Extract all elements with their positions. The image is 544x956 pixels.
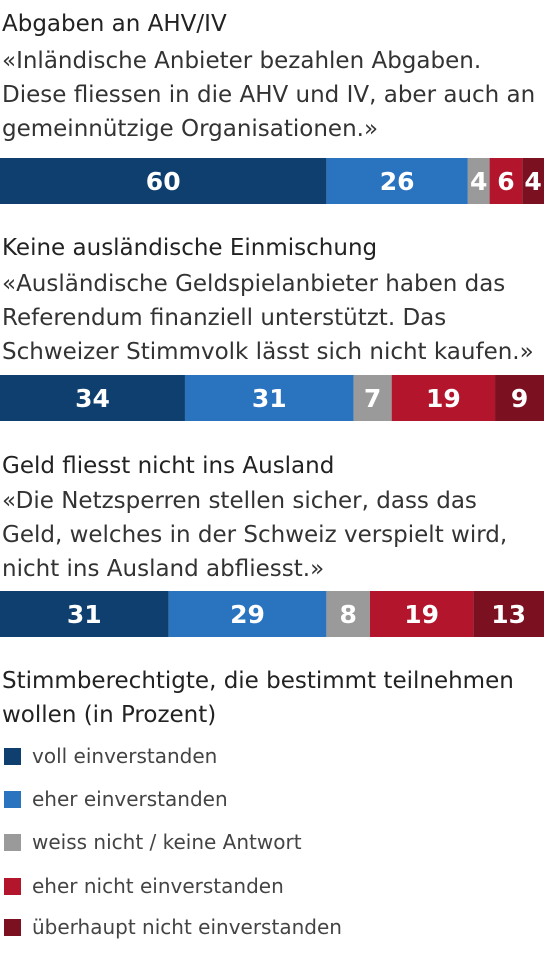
legend-swatch <box>4 748 21 765</box>
stacked-bar-svg: 31 29 8 19 13 <box>0 591 544 637</box>
statement-title: Abgaben an AHV/IV <box>2 11 227 37</box>
bar-value-label: 60 <box>146 167 181 196</box>
legend-swatch <box>4 878 21 895</box>
bar-value-label: 29 <box>230 600 265 629</box>
bar-segment <box>473 591 544 637</box>
legend-label: eher nicht einverstanden <box>32 874 284 898</box>
bar-value-label: 13 <box>491 600 526 629</box>
bar-segment <box>168 591 327 637</box>
legend-label: weiss nicht / keine Antwort <box>32 830 302 854</box>
bar-segment <box>326 591 370 637</box>
bar-value-label: 4 <box>524 167 541 196</box>
bar-value-label: 7 <box>364 384 381 413</box>
bar-value-label: 26 <box>380 167 415 196</box>
statement-quote-line: «Inländische Anbieter bezahlen Abgaben. <box>2 48 482 74</box>
legend-swatch <box>4 834 21 851</box>
legend-swatch <box>4 791 21 808</box>
stacked-bar: 31 29 8 19 13 <box>0 591 544 637</box>
statement-quote-line: Referendum finanziell unterstützt. Das <box>2 305 447 331</box>
statement-quote-line: Diese fliessen in die AHV und IV, aber a… <box>2 82 536 108</box>
bar-segment <box>0 375 185 421</box>
bar-segment <box>353 375 392 421</box>
bar-segment <box>391 375 496 421</box>
bar-segment <box>369 591 474 637</box>
bar-segment <box>489 158 523 204</box>
bar-segment <box>495 375 544 421</box>
bar-value-label: 8 <box>339 600 356 629</box>
legend-label: eher einverstanden <box>32 787 228 811</box>
bar-segment <box>0 591 169 637</box>
bar-value-label: 31 <box>252 384 287 413</box>
bar-value-label: 19 <box>404 600 439 629</box>
bar-segment <box>0 158 327 204</box>
stacked-bar: 34 31 7 19 9 <box>0 375 544 421</box>
statement-title: Geld fliesst nicht ins Ausland <box>2 453 335 479</box>
statement-quote-line: gemeinnützige Organisationen.» <box>2 116 379 142</box>
statement-quote-line: nicht ins Ausland abfliesst.» <box>2 556 325 582</box>
statement-quote-line: «Ausländische Geldspielanbieter haben da… <box>2 271 506 297</box>
bar-value-label: 31 <box>67 600 102 629</box>
statement-quote-line: Schweizer Stimmvolk lässt sich nicht kau… <box>2 339 534 365</box>
bar-segment <box>467 158 490 204</box>
bar-value-label: 6 <box>497 167 514 196</box>
chart-caption: Stimmberechtigte, die bestimmt teilnehme… <box>2 668 514 728</box>
legend-swatch <box>4 919 21 936</box>
bar-segment <box>326 158 468 204</box>
stacked-bar: 60 26 4 6 4 <box>0 158 544 204</box>
stacked-bar-svg: 34 31 7 19 9 <box>0 375 544 421</box>
legend-label: überhaupt nicht einverstanden <box>32 915 342 939</box>
legend-label: voll einverstanden <box>32 744 218 768</box>
bar-value-label: 34 <box>75 384 110 413</box>
statement-title: Keine ausländische Einmischung <box>2 235 378 261</box>
bar-value-label: 9 <box>511 384 528 413</box>
stacked-bar-svg: 60 26 4 6 4 <box>0 158 544 204</box>
bar-value-label: 19 <box>426 384 461 413</box>
bar-segment <box>522 158 544 204</box>
bar-value-label: 4 <box>470 167 487 196</box>
statement-quote-line: Geld, welches in der Schweiz verspielt w… <box>2 522 508 548</box>
bar-segment <box>184 375 354 421</box>
statement-quote-line: «Die Netzsperren stellen sicher, dass da… <box>2 488 477 514</box>
